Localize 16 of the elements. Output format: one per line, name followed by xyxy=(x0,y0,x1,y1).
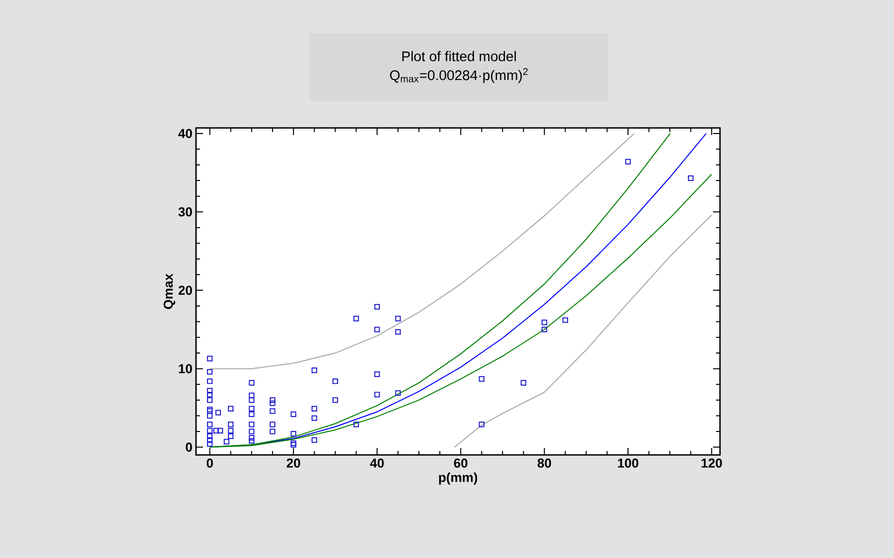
y-tick-label: 10 xyxy=(178,364,192,374)
y-axis-title: Qmax xyxy=(164,274,176,309)
chart-subtitle: Q$_{max}$=0.00284·p(mm)$^{2}$ xyxy=(390,68,528,83)
x-tick-label: 100 xyxy=(618,458,638,468)
chart-title: Plot of fitted model xyxy=(402,51,516,62)
y-tick-label: 30 xyxy=(178,207,192,216)
x-tick-label: 40 xyxy=(370,458,384,468)
x-tick-label: 20 xyxy=(286,458,300,468)
y-tick-label: 40 xyxy=(178,128,192,138)
x-tick-label: 80 xyxy=(538,458,552,468)
y-tick-label: 20 xyxy=(178,286,192,295)
y-tick-label: 0 xyxy=(186,442,192,452)
x-tick-label: 120 xyxy=(702,458,722,468)
x-axis-title: p(mm) xyxy=(439,472,478,485)
x-tick-label: 60 xyxy=(454,458,468,468)
x-tick-label: 0 xyxy=(206,458,213,468)
